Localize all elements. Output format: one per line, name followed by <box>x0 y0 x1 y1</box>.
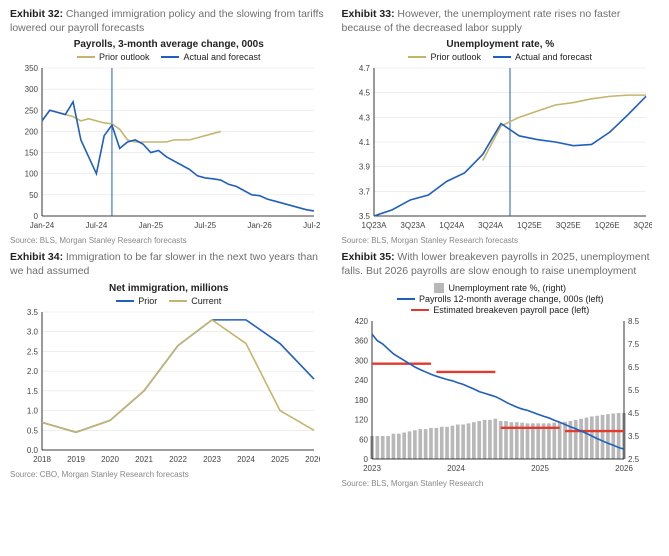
svg-text:0.5: 0.5 <box>27 426 39 435</box>
svg-text:360: 360 <box>354 336 368 345</box>
svg-text:3Q25E: 3Q25E <box>555 221 580 230</box>
svg-text:0: 0 <box>34 212 39 221</box>
exhibit-32-label: Exhibit 32: <box>10 8 63 20</box>
svg-text:Jul-26: Jul-26 <box>303 221 320 230</box>
exhibit-33-label: Exhibit 33: <box>342 8 395 20</box>
svg-text:1Q26E: 1Q26E <box>594 221 619 230</box>
exhibit-34-title: Exhibit 34: Immigration to be far slower… <box>10 251 328 278</box>
svg-text:1Q24A: 1Q24A <box>439 221 465 230</box>
exhibit-33: Exhibit 33: However, the unemployment ra… <box>342 8 660 245</box>
svg-text:3Q26E: 3Q26E <box>633 221 651 230</box>
svg-text:1Q23A: 1Q23A <box>361 221 387 230</box>
svg-text:250: 250 <box>25 107 39 116</box>
svg-text:4.7: 4.7 <box>358 64 370 73</box>
svg-text:2025: 2025 <box>271 455 289 464</box>
svg-text:2019: 2019 <box>67 455 85 464</box>
svg-text:1.0: 1.0 <box>27 406 39 415</box>
svg-text:2021: 2021 <box>135 455 153 464</box>
svg-text:60: 60 <box>359 435 368 444</box>
svg-text:3.5: 3.5 <box>628 432 640 441</box>
svg-text:150: 150 <box>25 149 39 158</box>
exhibit-35: Exhibit 35: With lower breakeven payroll… <box>342 251 660 487</box>
svg-text:180: 180 <box>354 395 368 404</box>
exhibit-35-label: Exhibit 35: <box>342 251 395 263</box>
svg-text:5.5: 5.5 <box>628 386 640 395</box>
exhibit-33-title: Exhibit 33: However, the unemployment ra… <box>342 8 660 35</box>
exhibit-32-chart: 0 50 100 150 200 250 300 350 Jan-24 Jul-24 Jan-25 J… <box>10 64 320 234</box>
svg-text:Jul-25: Jul-25 <box>194 221 216 230</box>
svg-text:3Q24A: 3Q24A <box>478 221 504 230</box>
svg-text:2020: 2020 <box>101 455 119 464</box>
exhibit-34-source: Source: CBO, Morgan Stanley Research for… <box>10 470 328 479</box>
svg-text:350: 350 <box>25 64 39 73</box>
svg-text:2025: 2025 <box>531 464 549 473</box>
exhibit-32: Exhibit 32: Changed immigration policy a… <box>10 8 328 245</box>
svg-text:2026: 2026 <box>615 464 633 473</box>
exhibit-35-legend: Unemployment rate %, (right)Payrolls 12-… <box>342 283 660 315</box>
exhibit-33-chart: 3.5 3.7 3.9 4.1 4.3 4.5 4.7 1Q23A 3Q23A 1Q24A 3Q24… <box>342 64 652 234</box>
exhibit-35-title: Exhibit 35: With lower breakeven payroll… <box>342 251 660 278</box>
svg-text:4.5: 4.5 <box>628 409 640 418</box>
svg-text:4.5: 4.5 <box>358 89 370 98</box>
exhibit-34-label: Exhibit 34: <box>10 251 63 263</box>
svg-text:2.5: 2.5 <box>628 455 640 464</box>
svg-text:1.5: 1.5 <box>27 386 39 395</box>
exhibit-32-chart-title: Payrolls, 3-month average change, 000s <box>10 39 328 50</box>
exhibit-grid: Exhibit 32: Changed immigration policy a… <box>10 8 659 488</box>
svg-text:7.5: 7.5 <box>628 340 640 349</box>
svg-text:8.5: 8.5 <box>628 317 640 326</box>
exhibit-33-chart-title: Unemployment rate, % <box>342 39 660 50</box>
svg-text:Jul-24: Jul-24 <box>86 221 108 230</box>
svg-text:2022: 2022 <box>169 455 187 464</box>
svg-text:50: 50 <box>29 191 38 200</box>
svg-text:0: 0 <box>363 455 368 464</box>
exhibit-33-legend: Prior outlookActual and forecast <box>342 52 660 62</box>
svg-text:2024: 2024 <box>447 464 465 473</box>
exhibit-34-chart-title: Net immigration, millions <box>10 283 328 294</box>
svg-text:6.5: 6.5 <box>628 363 640 372</box>
svg-text:Jan-24: Jan-24 <box>30 221 55 230</box>
svg-text:3Q23A: 3Q23A <box>400 221 426 230</box>
svg-text:Jan-25: Jan-25 <box>139 221 164 230</box>
svg-text:3.5: 3.5 <box>358 212 370 221</box>
svg-text:3.5: 3.5 <box>27 308 39 317</box>
svg-text:3.7: 3.7 <box>358 188 370 197</box>
svg-text:2023: 2023 <box>363 464 381 473</box>
exhibit-35-source: Source: BLS, Morgan Stanley Research <box>342 479 660 488</box>
exhibit-32-title: Exhibit 32: Changed immigration policy a… <box>10 8 328 35</box>
exhibit-32-legend: Prior outlookActual and forecast <box>10 52 328 62</box>
svg-text:300: 300 <box>354 356 368 365</box>
svg-text:2.5: 2.5 <box>27 347 39 356</box>
svg-text:3.0: 3.0 <box>27 327 39 336</box>
svg-text:100: 100 <box>25 170 39 179</box>
exhibit-34-legend: PriorCurrent <box>10 296 328 306</box>
svg-text:4.1: 4.1 <box>358 138 370 147</box>
svg-text:300: 300 <box>25 85 39 94</box>
svg-text:0.0: 0.0 <box>27 446 39 455</box>
svg-text:2026: 2026 <box>305 455 320 464</box>
svg-text:1Q25E: 1Q25E <box>516 221 541 230</box>
svg-text:200: 200 <box>25 128 39 137</box>
svg-text:2.0: 2.0 <box>27 367 39 376</box>
svg-text:420: 420 <box>354 317 368 326</box>
svg-text:2023: 2023 <box>203 455 221 464</box>
exhibit-35-chart: 0 60 120 180 240 300 360 420 2.5 3.5 4.5 5.5 6.5 7.5 8… <box>342 317 652 477</box>
svg-text:120: 120 <box>354 415 368 424</box>
exhibit-34: Exhibit 34: Immigration to be far slower… <box>10 251 328 487</box>
exhibit-32-source: Source: BLS, Morgan Stanley Research for… <box>10 236 328 245</box>
svg-text:Jan-26: Jan-26 <box>247 221 272 230</box>
exhibit-34-chart: 0.0 0.5 1.0 1.5 2.0 2.5 3.0 3.5 2018 2019 2020 2021… <box>10 308 320 468</box>
svg-text:3.9: 3.9 <box>358 163 370 172</box>
svg-text:2018: 2018 <box>33 455 51 464</box>
exhibit-33-source: Source: BLS, Morgan Stanley Research for… <box>342 236 660 245</box>
svg-text:2024: 2024 <box>237 455 255 464</box>
svg-text:4.3: 4.3 <box>358 114 370 123</box>
svg-text:240: 240 <box>354 376 368 385</box>
